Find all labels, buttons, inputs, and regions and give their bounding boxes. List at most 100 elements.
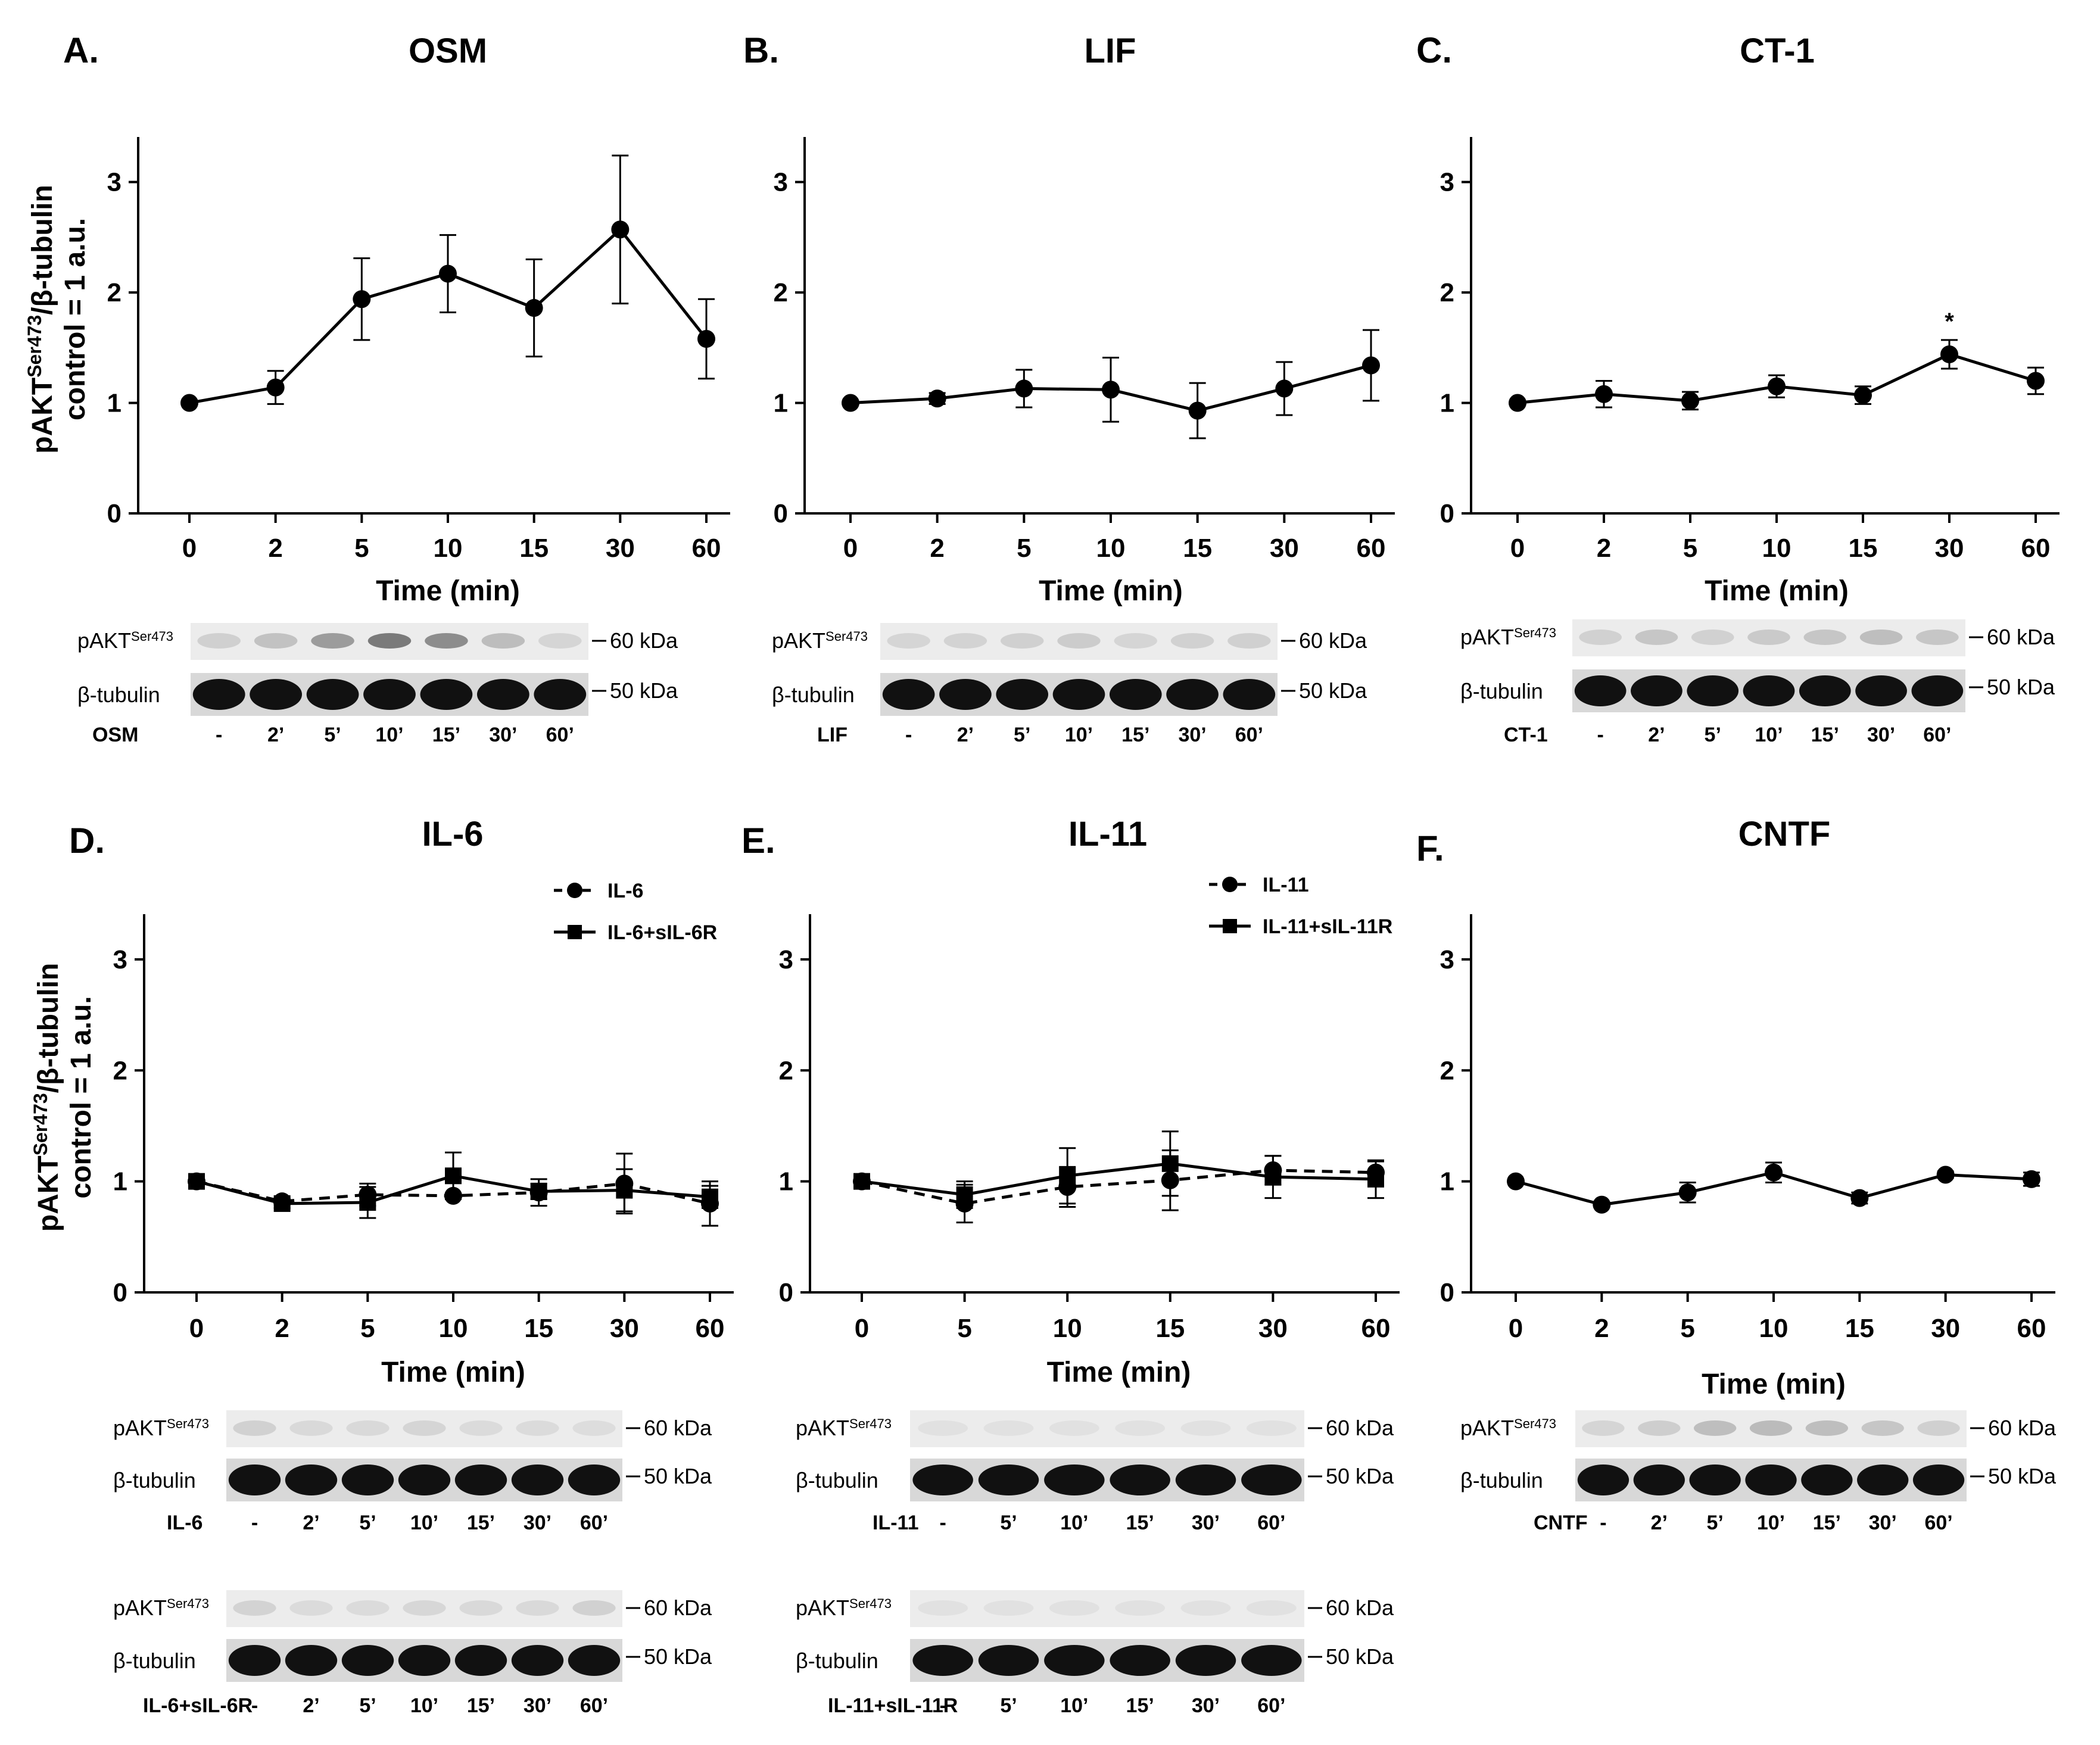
x-tick-label: 5	[360, 1314, 375, 1343]
panel-title: CT-1	[1740, 32, 1815, 70]
blot-band-tubulin	[939, 679, 992, 710]
blot-band-tubulin	[1175, 1464, 1236, 1495]
blot-band-pakt	[1049, 1600, 1099, 1616]
blot-lane-label: 10’	[410, 1694, 438, 1717]
legend-item: IL-11	[1209, 874, 1308, 896]
y-tick-label: 1	[774, 389, 788, 418]
blot-band-tubulin	[363, 679, 416, 710]
blot-treatment-label: IL-11	[873, 1512, 918, 1534]
blot-strip-tubulin	[910, 1639, 1304, 1682]
blot-band-tubulin	[454, 1464, 507, 1495]
western-blot: pAKTSer473 β-tubulin 60 kDa 50 kDa CT-1 - 2’ 5’…	[1460, 619, 2055, 746]
blot-band-pakt	[1115, 1600, 1166, 1616]
y-tick-label: 2	[779, 1056, 793, 1085]
blot-lane-label: 10’	[1755, 724, 1783, 746]
data-point-square	[853, 1173, 870, 1190]
blot-lane-label: -	[251, 1694, 258, 1717]
blot-band-pakt	[572, 1420, 616, 1436]
data-point-square	[1367, 1170, 1384, 1188]
blot-band-pakt	[233, 1600, 276, 1616]
x-tick-label: 30	[1935, 534, 1964, 563]
panel-title: CNTF	[1738, 815, 1831, 853]
panel-letter: D.	[69, 821, 105, 861]
blot-band-pakt	[346, 1600, 390, 1616]
blot-lane-label: 30’	[1178, 724, 1206, 746]
data-point	[1595, 385, 1613, 403]
blot-lane-label: 15’	[1813, 1512, 1841, 1534]
blot-band-pakt	[459, 1600, 503, 1616]
blot-lane-label: 60’	[546, 724, 574, 746]
blot-lane-label: 10’	[1065, 724, 1093, 746]
blot-band-pakt	[983, 1600, 1034, 1616]
data-point	[353, 290, 371, 309]
x-tick-label: 5	[1683, 534, 1697, 563]
x-tick-label: 0	[1510, 534, 1525, 563]
blot-lane-label: 60’	[1235, 724, 1263, 746]
data-point-square	[273, 1195, 291, 1212]
data-point	[842, 394, 859, 412]
data-point	[1678, 1183, 1697, 1202]
blot-lane-label: -	[251, 1512, 258, 1534]
blot-band-pakt	[1635, 630, 1678, 645]
kda-label-60: 60 kDa	[1299, 628, 1367, 653]
data-point-square	[188, 1173, 205, 1190]
blot-band-tubulin	[996, 679, 1049, 710]
blot-band-pakt	[1001, 633, 1044, 649]
blot-band-pakt	[1170, 633, 1214, 649]
blot-band-pakt	[1227, 633, 1271, 649]
blot-band-pakt	[403, 1600, 446, 1616]
data-point-square	[1161, 1155, 1179, 1172]
y-tick-label: 3	[113, 945, 127, 974]
blot-label-tubulin: β-tubulin	[113, 1468, 196, 1492]
blot-lane-label: 2’	[267, 724, 284, 746]
blot-band-tubulin	[285, 1464, 338, 1495]
blot-band-pakt	[233, 1420, 276, 1436]
y-axis-label-line2: control = 1 a.u.	[60, 218, 91, 420]
data-point	[1850, 1189, 1869, 1207]
series-line	[861, 1162, 1376, 1196]
x-tick-label: 15	[1183, 534, 1212, 563]
blot-band-pakt	[1916, 630, 1959, 645]
blot-lane-label: 5’	[359, 1512, 376, 1534]
blot-band-pakt	[459, 1420, 503, 1436]
blot-band-tubulin	[1857, 1464, 1909, 1495]
blot-band-tubulin	[1166, 679, 1219, 710]
x-tick-label: 10	[1759, 1314, 1789, 1343]
blot-band-pakt	[346, 1420, 390, 1436]
legend-marker-square	[568, 925, 582, 939]
blot-band-pakt	[1805, 1420, 1849, 1436]
blot-lane-label: 60’	[1923, 724, 1951, 746]
panel-title: IL-11	[1068, 815, 1147, 853]
blot-band-tubulin	[250, 679, 303, 710]
blot-band-tubulin	[1223, 679, 1276, 710]
significance-marker: *	[1945, 309, 1954, 335]
blot-band-tubulin	[285, 1645, 338, 1676]
blot-band-tubulin	[568, 1464, 621, 1495]
blot-band-pakt	[1917, 1420, 1960, 1436]
x-tick-label: 0	[189, 1314, 204, 1343]
x-tick-label: 60	[2017, 1314, 2046, 1343]
x-tick-label: 2	[1594, 1314, 1609, 1343]
blot-band-tubulin	[1801, 1464, 1853, 1495]
blot-band-tubulin	[1912, 1464, 1965, 1495]
series-il-11	[853, 1149, 1385, 1224]
series-cntf	[1507, 1161, 2040, 1214]
y-tick-label: 3	[1440, 168, 1454, 197]
blot-band-tubulin	[1577, 1464, 1629, 1495]
blot-band-tubulin	[1110, 1464, 1170, 1495]
data-point-square	[702, 1188, 718, 1205]
x-axis-label: Time (min)	[1039, 575, 1183, 607]
x-tick-label: 60	[1361, 1314, 1391, 1343]
blot-band-tubulin	[1687, 675, 1739, 706]
blot-band-pakt	[516, 1420, 559, 1436]
blot-treatment-label: CNTF	[1534, 1512, 1588, 1534]
blot-band-tubulin	[882, 679, 935, 710]
blot-band-tubulin	[511, 1645, 564, 1676]
kda-label-60: 60 kDa	[1988, 1416, 2057, 1440]
blot-band-pakt	[516, 1600, 559, 1616]
y-tick-label: 3	[1440, 945, 1454, 974]
x-tick-label: 5	[1017, 534, 1031, 563]
blot-lane-label: 5’	[1014, 724, 1030, 746]
